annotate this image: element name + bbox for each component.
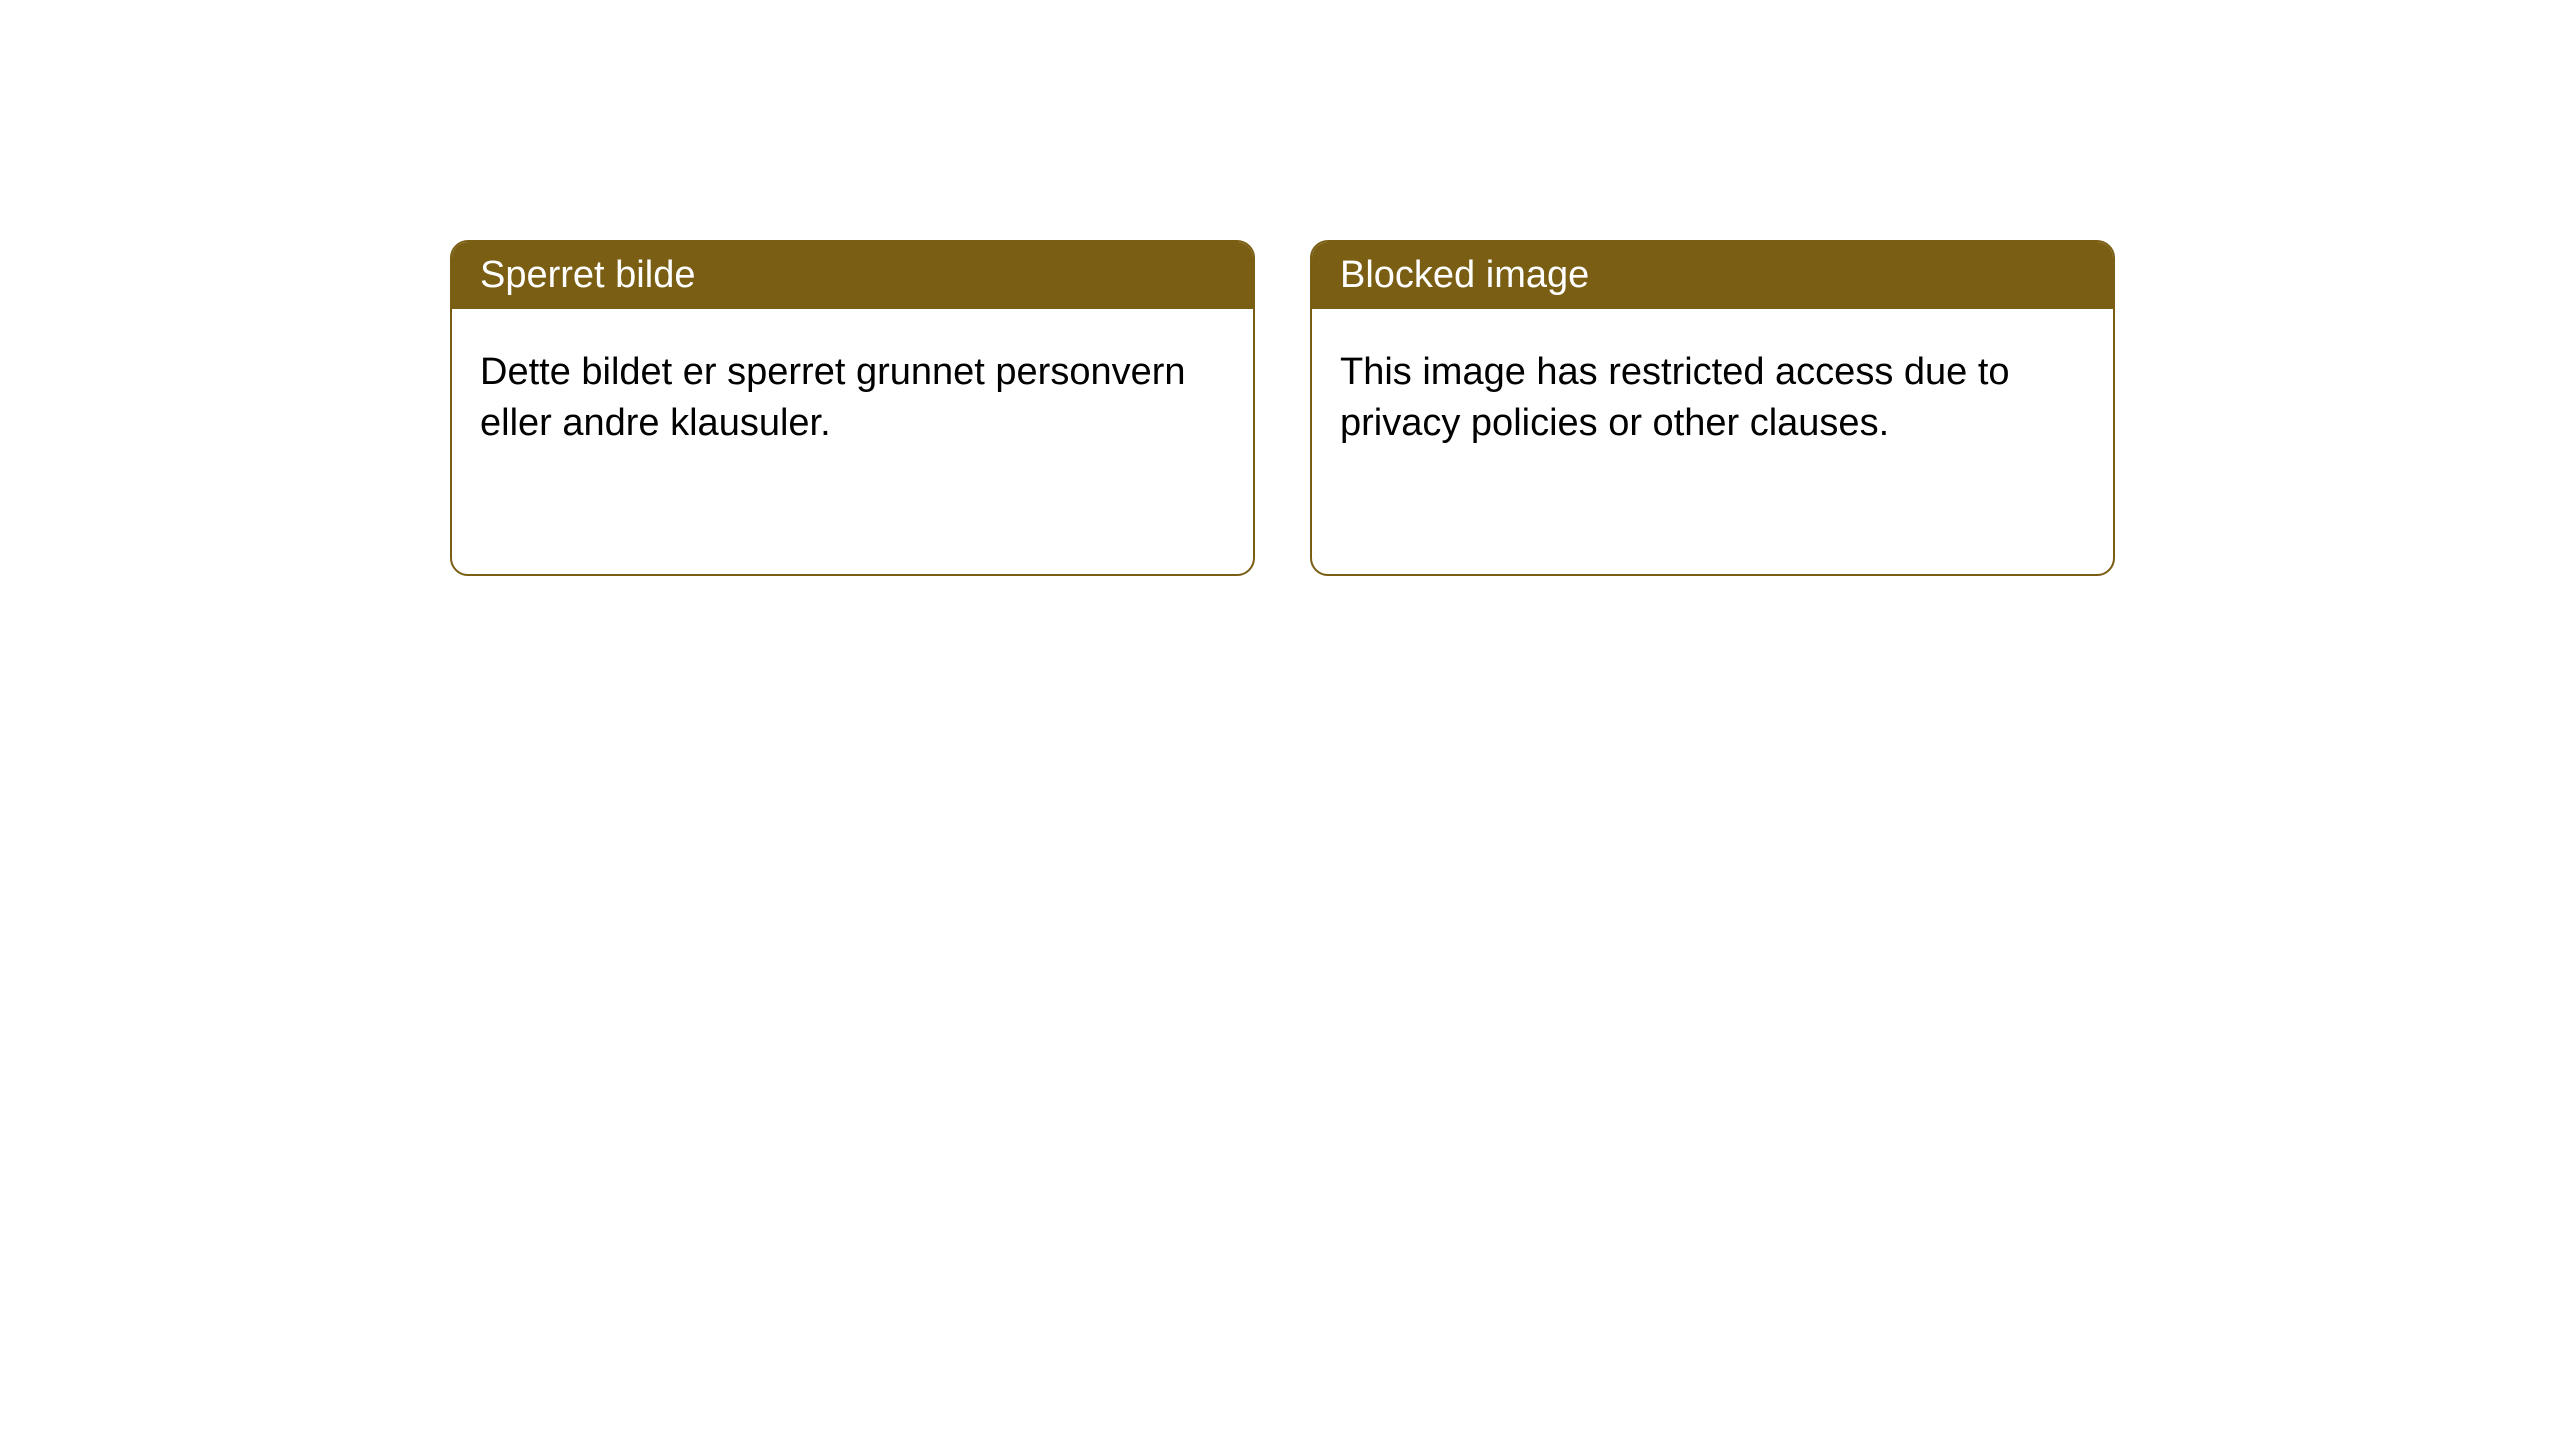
notice-card-english: Blocked image This image has restricted … [1310, 240, 2115, 576]
notice-card-body: This image has restricted access due to … [1312, 309, 2113, 488]
notice-card-body: Dette bildet er sperret grunnet personve… [452, 309, 1253, 488]
notice-card-norwegian: Sperret bilde Dette bildet er sperret gr… [450, 240, 1255, 576]
notice-card-title: Sperret bilde [452, 242, 1253, 309]
notice-card-title: Blocked image [1312, 242, 2113, 309]
notice-card-container: Sperret bilde Dette bildet er sperret gr… [450, 240, 2560, 576]
